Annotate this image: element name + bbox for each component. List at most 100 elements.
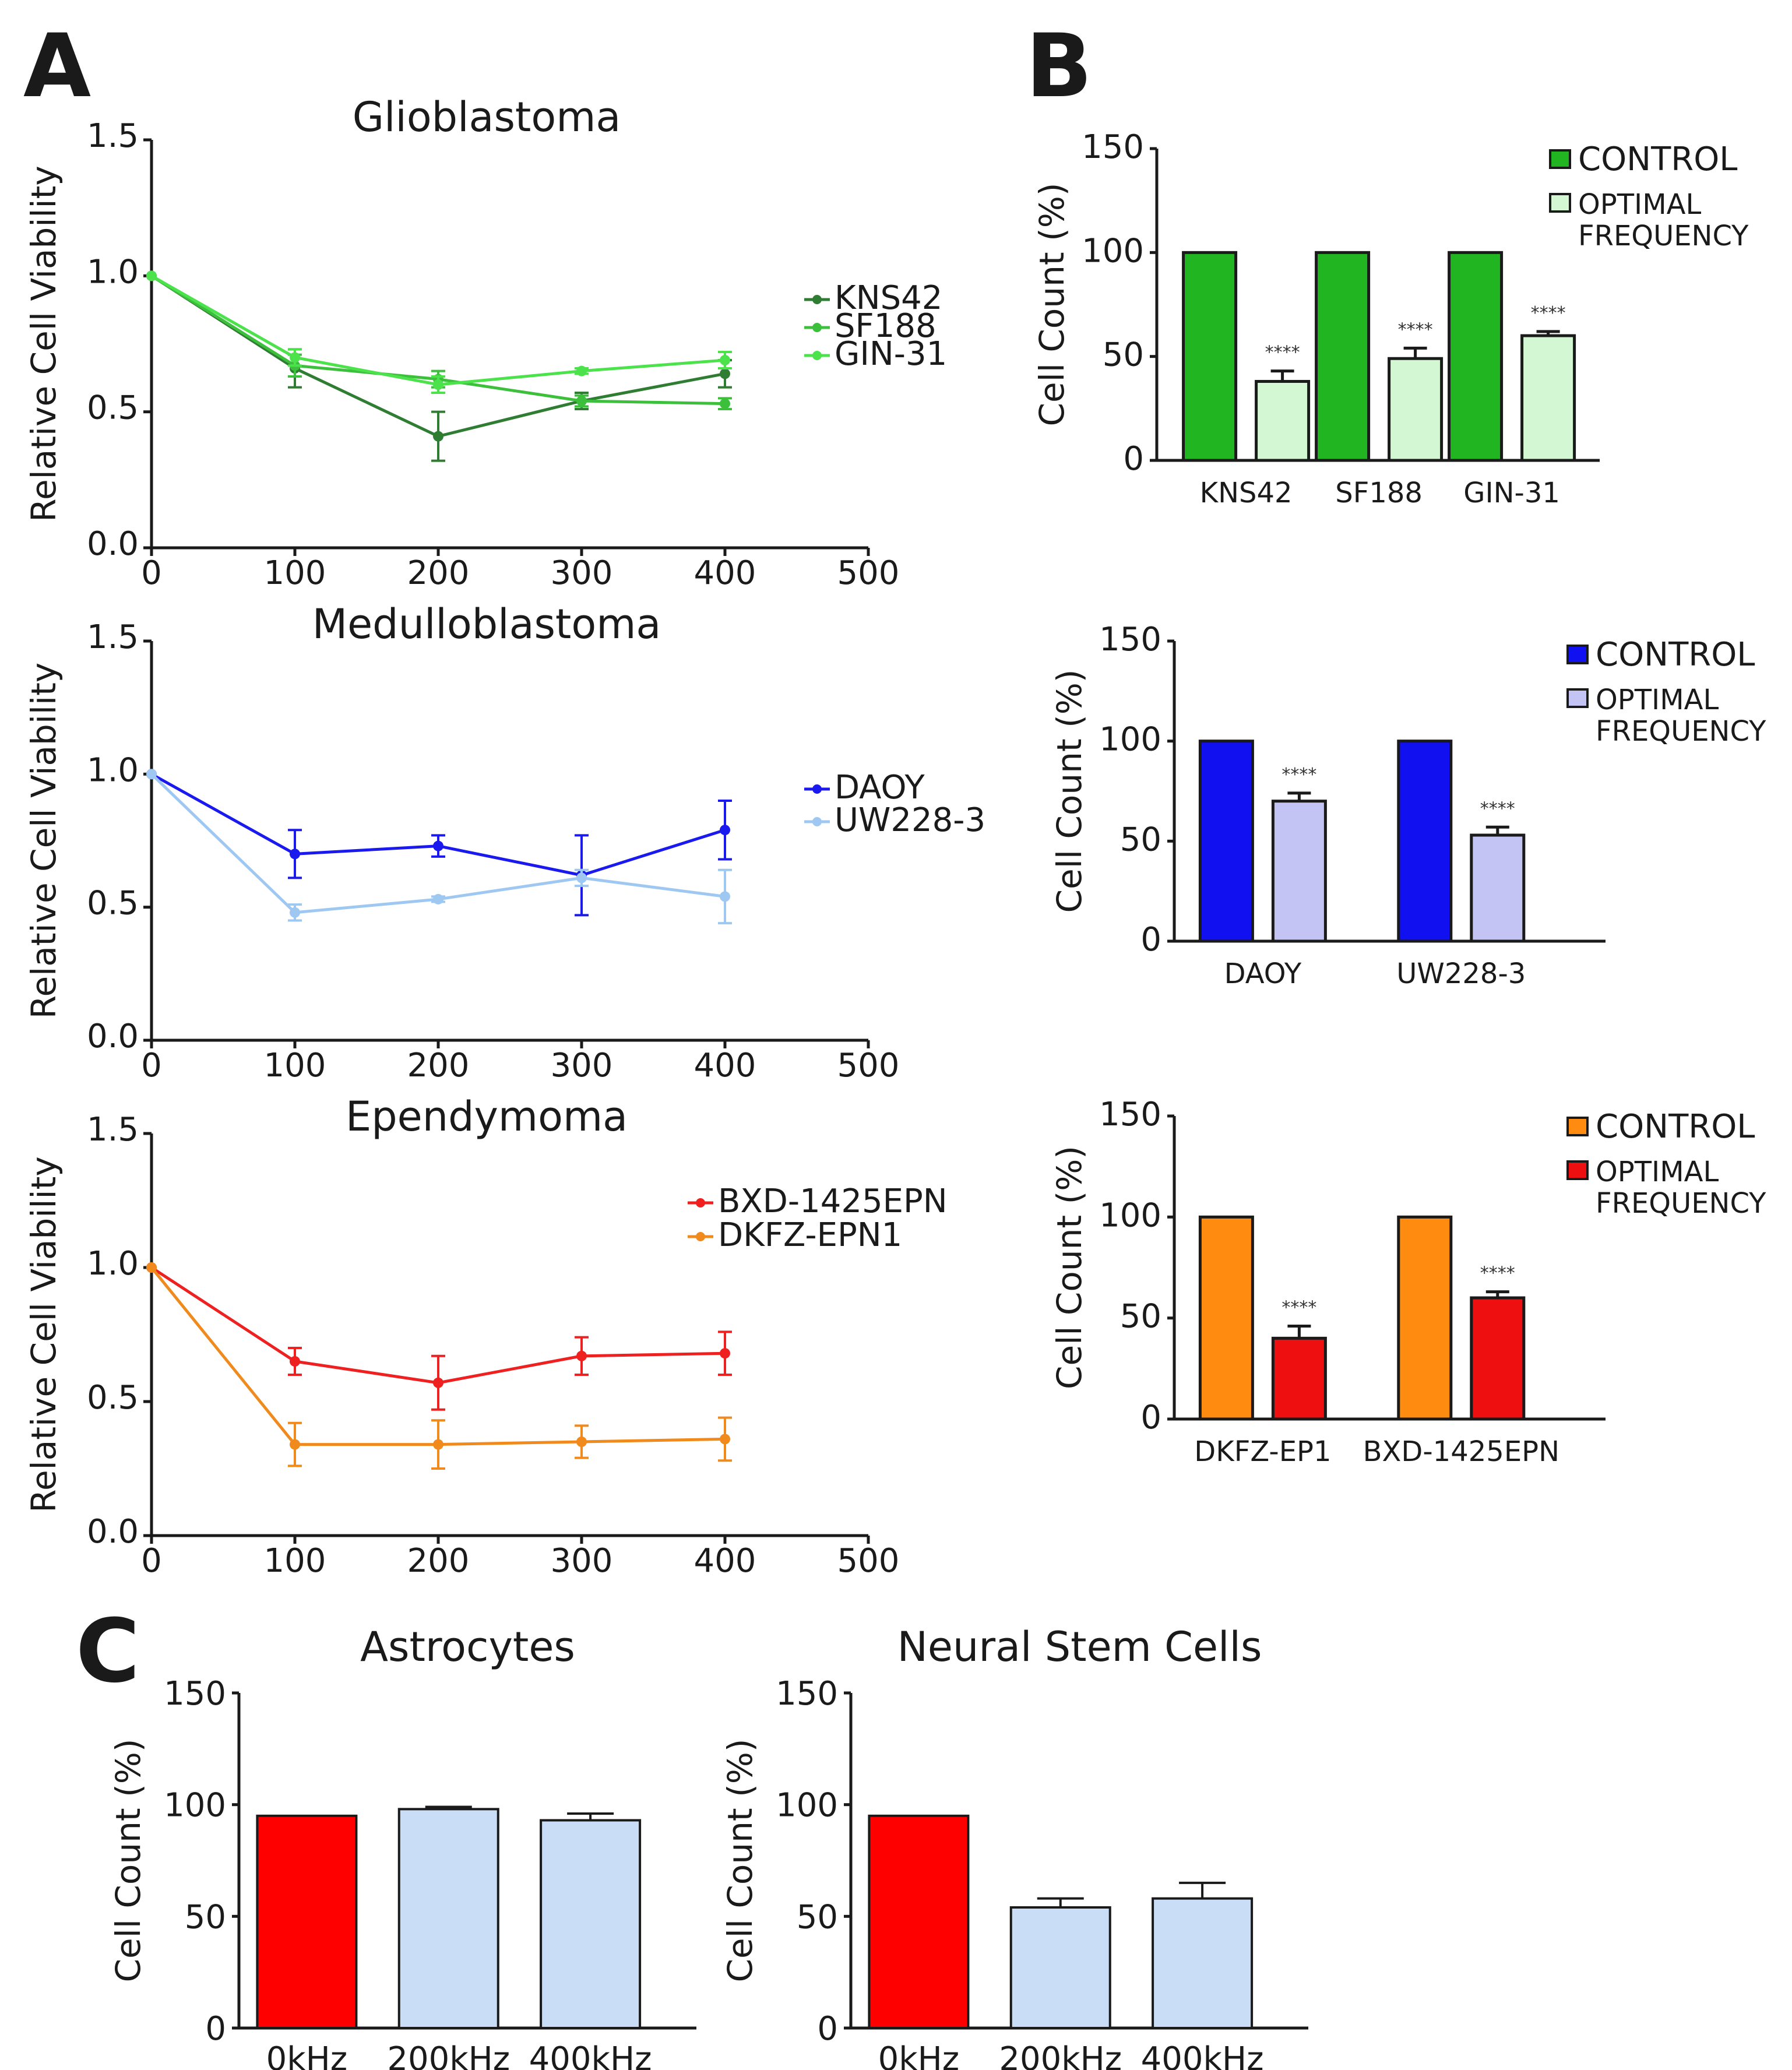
b3-legend-label: CONTROL [1596, 1108, 1755, 1146]
glio-y-axis-label: Relative Cell Viability [24, 166, 64, 522]
medullo-x-tick-label: 500 [837, 1047, 900, 1085]
b1-legend-label: CONTROL [1578, 140, 1737, 178]
b3-category-label: BXD-1425EPN [1363, 1435, 1559, 1468]
ependy-x-tick-label: 100 [264, 1542, 326, 1580]
glio-legend-marker [812, 351, 822, 360]
c1-bar [397, 1808, 499, 2029]
b3-legend-swatch [1566, 1160, 1589, 1180]
glio-legend-label: GIN-31 [835, 335, 947, 373]
b1-bar [1520, 334, 1576, 462]
glio-x-tick-label: 500 [837, 554, 900, 592]
glio-data-point [576, 396, 587, 406]
glio-x-tick-label: 400 [694, 554, 756, 592]
ependy-x-tick-label: 500 [837, 1542, 900, 1580]
b2-bar [1271, 800, 1327, 943]
glio-y-tick-label: 0.5 [87, 389, 139, 427]
b1-y-tick-label: 50 [1103, 336, 1144, 374]
b2-bar [1397, 740, 1453, 943]
b3-bar [1198, 1215, 1254, 1421]
b1-bar [1182, 251, 1238, 462]
b2-legend-label: OPTIMAL [1596, 684, 1719, 716]
b2-category-label: UW228-3 [1396, 957, 1526, 990]
b1-significance-label: **** [1531, 303, 1566, 323]
glio-data-point [146, 270, 157, 281]
panel-label-a: A [23, 16, 91, 117]
c1-y-tick-label: 50 [185, 1898, 226, 1936]
b3-y-tick-label: 0 [1140, 1399, 1161, 1437]
c1-y-tick-label: 0 [205, 2010, 226, 2048]
c2-category-label: 0kHz [878, 2040, 960, 2070]
ependy-legend-label: DKFZ-EPN1 [718, 1216, 902, 1254]
medullo-data-point [290, 849, 300, 860]
glio-legend-marker [812, 295, 822, 304]
b1-legend-label: FREQUENCY [1578, 220, 1749, 252]
ependy-data-point [290, 1439, 300, 1450]
b2-legend-swatch [1566, 645, 1589, 664]
medullo-data-point [146, 769, 157, 780]
ependy-legend-marker [696, 1232, 705, 1241]
c2-title: Neural Stem Cells [897, 1623, 1262, 1671]
b2-legend-swatch [1566, 688, 1589, 708]
ependy-data-point [290, 1356, 300, 1367]
c1-bar [540, 1819, 642, 2029]
glio-data-point [433, 431, 443, 442]
b1-bar [1388, 357, 1444, 462]
c1-y-axis-label: Cell Count (%) [108, 1739, 148, 1983]
medullo-data-point [433, 893, 443, 904]
b1-category-label: SF188 [1335, 477, 1423, 509]
b3-legend-swatch [1566, 1117, 1589, 1136]
b1-bar [1255, 379, 1311, 462]
b3-y-axis-label: Cell Count (%) [1050, 1146, 1089, 1389]
medullo-data-point [576, 872, 587, 883]
b3-bar [1397, 1215, 1453, 1421]
ependy-x-tick-label: 300 [551, 1542, 613, 1580]
glio-data-point [433, 379, 443, 390]
ependy-data-point [146, 1262, 157, 1273]
glio-data-point [576, 365, 587, 376]
ependy-x-tick-label: 400 [694, 1542, 756, 1580]
medullo-y-tick-label: 1.5 [87, 618, 139, 656]
c2-category-label: 400kHz [1141, 2040, 1264, 2070]
c2-y-axis-label: Cell Count (%) [720, 1739, 760, 1983]
c2-bar [1009, 1906, 1111, 2029]
c2-bar [1152, 1897, 1254, 2030]
ependy-data-point [720, 1348, 730, 1359]
b3-significance-label: **** [1480, 1263, 1515, 1284]
b1-bar [1315, 251, 1371, 462]
ependy-data-point [433, 1439, 443, 1450]
medullo-data-point [433, 840, 443, 851]
glio-x-tick-label: 200 [407, 554, 470, 592]
c2-y-tick-label: 100 [776, 1787, 838, 1825]
medullo-x-tick-label: 400 [694, 1047, 756, 1085]
c2-bar [868, 1814, 970, 2029]
glio-data-point [720, 368, 730, 379]
b2-significance-label: **** [1480, 798, 1515, 819]
b3-y-tick-label: 100 [1099, 1196, 1161, 1234]
medullo-series-line [150, 773, 726, 877]
b3-category-label: DKFZ-EP1 [1194, 1435, 1331, 1468]
c1-y-tick-label: 150 [164, 1675, 226, 1713]
ependy-data-point [433, 1377, 443, 1388]
glio-data-point [720, 355, 730, 365]
ependy-data-point [576, 1437, 587, 1447]
b3-bar [1271, 1336, 1327, 1421]
c1-category-label: 0kHz [266, 2040, 348, 2070]
b1-legend-swatch [1549, 193, 1571, 213]
glio-x-tick-label: 0 [141, 554, 162, 592]
ependy-legend-label: BXD-1425EPN [718, 1182, 948, 1220]
b1-legend-label: OPTIMAL [1578, 188, 1701, 221]
medullo-data-point [720, 825, 730, 836]
c2-y-tick-label: 0 [817, 2010, 838, 2048]
b1-category-label: GIN-31 [1463, 477, 1560, 509]
medullo-x-tick-label: 0 [141, 1047, 162, 1085]
glio-y-tick-label: 0.0 [87, 525, 139, 563]
ependy-title: Ependymoma [346, 1093, 628, 1140]
medullo-x-tick-label: 100 [264, 1047, 326, 1085]
b1-significance-label: **** [1265, 343, 1300, 363]
b2-y-tick-label: 50 [1120, 821, 1161, 858]
b1-y-tick-label: 150 [1082, 128, 1144, 166]
b2-category-label: DAOY [1224, 957, 1302, 990]
ependy-legend-marker [696, 1198, 705, 1208]
b2-bar [1198, 740, 1254, 943]
